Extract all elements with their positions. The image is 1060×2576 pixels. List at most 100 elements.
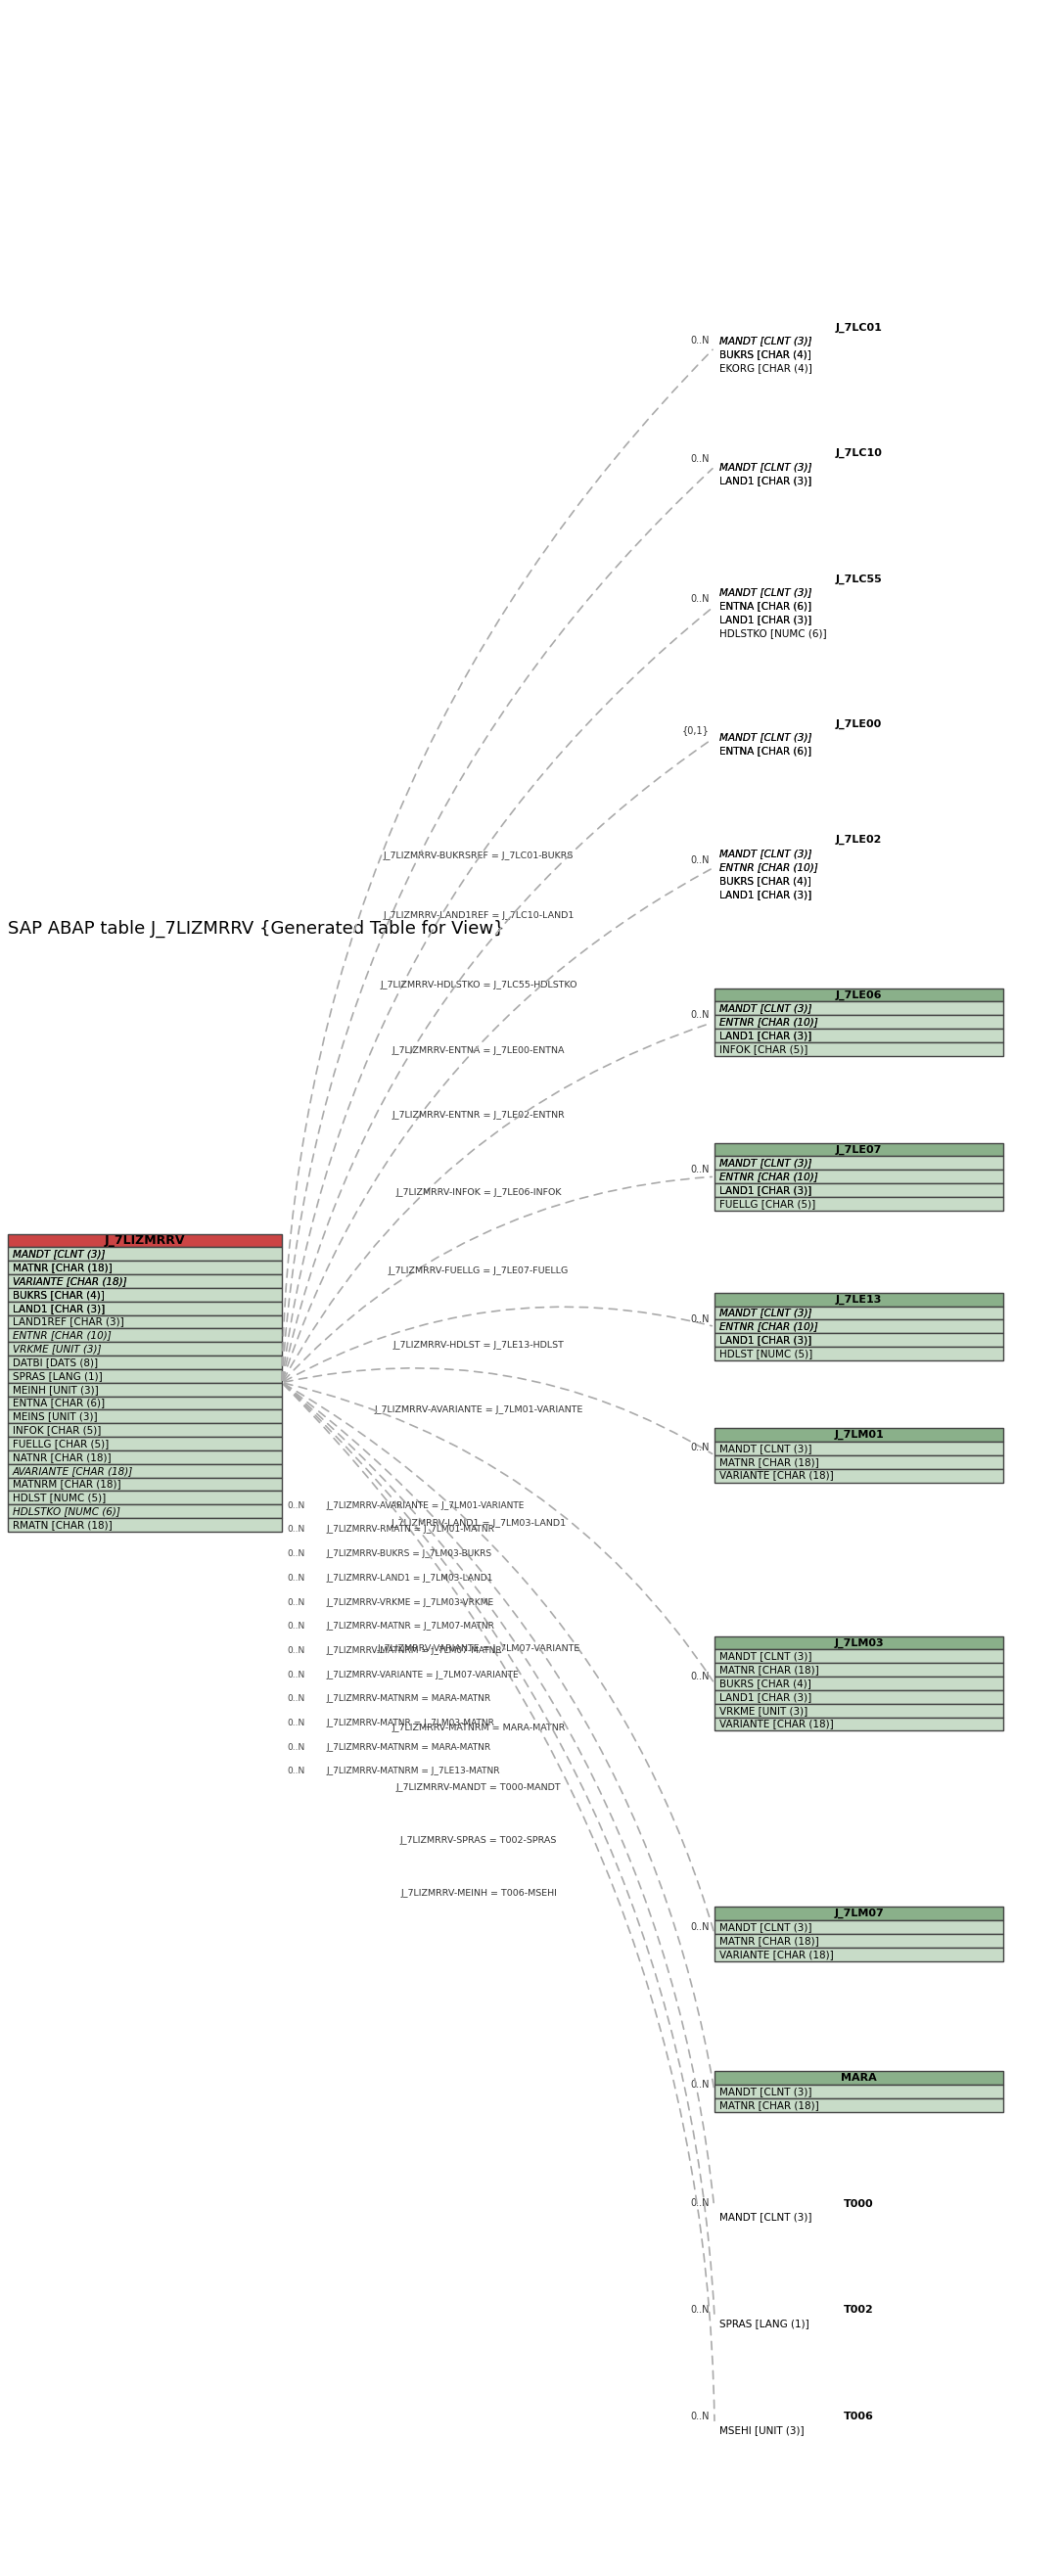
FancyBboxPatch shape xyxy=(714,474,1003,487)
Text: J_7LE02: J_7LE02 xyxy=(835,835,882,845)
FancyBboxPatch shape xyxy=(714,2424,1003,2437)
Text: MANDT [CLNT (3)]: MANDT [CLNT (3)] xyxy=(720,1309,812,1319)
Text: 0..N: 0..N xyxy=(690,2411,709,2421)
FancyBboxPatch shape xyxy=(714,1157,1003,1170)
FancyBboxPatch shape xyxy=(714,361,1003,374)
Text: HDLST [NUMC (5)]: HDLST [NUMC (5)] xyxy=(720,1350,813,1358)
Text: MATNR [CHAR (18)]: MATNR [CHAR (18)] xyxy=(720,2099,819,2110)
FancyBboxPatch shape xyxy=(714,1144,1003,1157)
FancyBboxPatch shape xyxy=(714,1306,1003,1319)
FancyBboxPatch shape xyxy=(714,1198,1003,1211)
Text: J_7LC55: J_7LC55 xyxy=(835,574,882,585)
Text: FUELLG [CHAR (5)]: FUELLG [CHAR (5)] xyxy=(13,1440,109,1448)
Text: LAND1 [CHAR (3)]: LAND1 [CHAR (3)] xyxy=(720,889,812,899)
FancyBboxPatch shape xyxy=(7,1275,282,1288)
FancyBboxPatch shape xyxy=(7,1504,282,1517)
Text: LAND1 [CHAR (3)]: LAND1 [CHAR (3)] xyxy=(720,1185,812,1195)
Text: MSEHI [UNIT (3)]: MSEHI [UNIT (3)] xyxy=(720,2424,805,2434)
Text: FUELLG [CHAR (5)]: FUELLG [CHAR (5)] xyxy=(720,1198,815,1208)
Text: HDLSTKO [NUMC (6)]: HDLSTKO [NUMC (6)] xyxy=(720,629,827,639)
Text: J_7LIZMRRV-ENTNA = J_7LE00-ENTNA: J_7LIZMRRV-ENTNA = J_7LE00-ENTNA xyxy=(392,1046,565,1056)
Text: MANDT [CLNT (3)]: MANDT [CLNT (3)] xyxy=(720,848,812,858)
FancyBboxPatch shape xyxy=(7,1425,282,1437)
FancyBboxPatch shape xyxy=(714,1935,1003,1947)
Text: 0..N: 0..N xyxy=(287,1767,304,1775)
Text: J_7LE06: J_7LE06 xyxy=(835,989,882,999)
Text: ENTNR [CHAR (10)]: ENTNR [CHAR (10)] xyxy=(720,1321,818,1332)
Text: MANDT [CLNT (3)]: MANDT [CLNT (3)] xyxy=(720,1159,812,1167)
FancyBboxPatch shape xyxy=(714,1664,1003,1677)
Text: J_7LIZMRRV-INFOK = J_7LE06-INFOK: J_7LIZMRRV-INFOK = J_7LE06-INFOK xyxy=(395,1188,562,1198)
Text: J_7LIZMRRV-HDLST = J_7LE13-HDLST: J_7LIZMRRV-HDLST = J_7LE13-HDLST xyxy=(393,1342,564,1350)
Text: ENTNR [CHAR (10)]: ENTNR [CHAR (10)] xyxy=(720,1018,818,1028)
Text: J_7LE07: J_7LE07 xyxy=(835,1144,882,1154)
Text: HDLSTKO [NUMC (6)]: HDLSTKO [NUMC (6)] xyxy=(13,1507,120,1517)
Text: J_7LIZMRRV-AVARIANTE = J_7LM01-VARIANTE: J_7LIZMRRV-AVARIANTE = J_7LM01-VARIANTE xyxy=(374,1406,583,1414)
FancyBboxPatch shape xyxy=(714,2411,1003,2424)
Text: 0..N: 0..N xyxy=(287,1744,304,1752)
FancyBboxPatch shape xyxy=(714,744,1003,757)
Text: 0..N: 0..N xyxy=(690,1922,709,1932)
Text: LAND1 [CHAR (3)]: LAND1 [CHAR (3)] xyxy=(720,616,812,623)
Text: J_7LIZMRRV-BUKRSREF = J_7LC01-BUKRS: J_7LIZMRRV-BUKRSREF = J_7LC01-BUKRS xyxy=(384,853,573,860)
Text: VARIANTE [CHAR (18)]: VARIANTE [CHAR (18)] xyxy=(720,1950,833,1960)
Text: ENTNA [CHAR (6)]: ENTNA [CHAR (6)] xyxy=(13,1399,105,1409)
Text: 0..N: 0..N xyxy=(690,2306,709,2316)
FancyBboxPatch shape xyxy=(7,1396,282,1409)
FancyBboxPatch shape xyxy=(714,1636,1003,1649)
Text: AVARIANTE [CHAR (18)]: AVARIANTE [CHAR (18)] xyxy=(13,1466,134,1476)
FancyBboxPatch shape xyxy=(7,1409,282,1425)
Text: MANDT [CLNT (3)]: MANDT [CLNT (3)] xyxy=(720,2087,812,2097)
FancyBboxPatch shape xyxy=(714,461,1003,474)
Text: LAND1 [CHAR (3)]: LAND1 [CHAR (3)] xyxy=(720,477,812,484)
Text: MEINH [UNIT (3)]: MEINH [UNIT (3)] xyxy=(13,1383,99,1394)
FancyBboxPatch shape xyxy=(714,848,1003,860)
Text: SAP ABAP table J_7LIZMRRV {Generated Table for View}: SAP ABAP table J_7LIZMRRV {Generated Tab… xyxy=(7,920,505,938)
Text: MANDT [CLNT (3)]: MANDT [CLNT (3)] xyxy=(720,1651,812,1662)
Text: LAND1 [CHAR (3)]: LAND1 [CHAR (3)] xyxy=(720,1334,812,1345)
Text: LAND1 [CHAR (3)]: LAND1 [CHAR (3)] xyxy=(720,1030,812,1041)
Text: MATNR [CHAR (18)]: MATNR [CHAR (18)] xyxy=(720,1458,819,1466)
FancyBboxPatch shape xyxy=(7,1517,282,1533)
Text: MATNRM [CHAR (18)]: MATNRM [CHAR (18)] xyxy=(13,1479,121,1489)
Text: J_7LIZMRRV-MATNRM = MARA-MATNR: J_7LIZMRRV-MATNRM = MARA-MATNR xyxy=(325,1744,491,1752)
FancyBboxPatch shape xyxy=(714,1170,1003,1182)
FancyBboxPatch shape xyxy=(714,2084,1003,2099)
Text: ENTNR [CHAR (10)]: ENTNR [CHAR (10)] xyxy=(720,863,818,873)
FancyBboxPatch shape xyxy=(714,1677,1003,1690)
Text: 0..N: 0..N xyxy=(690,1314,709,1324)
FancyBboxPatch shape xyxy=(714,1718,1003,1731)
Text: 0..N: 0..N xyxy=(287,1597,304,1607)
FancyBboxPatch shape xyxy=(7,1383,282,1396)
Text: J_7LIZMRRV-MEINH = T006-MSEHI: J_7LIZMRRV-MEINH = T006-MSEHI xyxy=(401,1888,556,1899)
FancyBboxPatch shape xyxy=(714,1922,1003,1935)
FancyBboxPatch shape xyxy=(714,1427,1003,1443)
Text: J_7LC01: J_7LC01 xyxy=(835,322,882,332)
FancyBboxPatch shape xyxy=(714,832,1003,848)
Text: MARA: MARA xyxy=(841,2074,877,2084)
Text: 0..N: 0..N xyxy=(287,1695,304,1703)
FancyBboxPatch shape xyxy=(714,1319,1003,1334)
FancyBboxPatch shape xyxy=(714,889,1003,902)
Text: J_7LM01: J_7LM01 xyxy=(834,1430,884,1440)
FancyBboxPatch shape xyxy=(7,1260,282,1275)
Text: 0..N: 0..N xyxy=(690,1443,709,1453)
Text: J_7LIZMRRV-AVARIANTE = J_7LM01-VARIANTE: J_7LIZMRRV-AVARIANTE = J_7LM01-VARIANTE xyxy=(325,1502,524,1510)
Text: J_7LE00: J_7LE00 xyxy=(835,719,882,729)
Text: MANDT [CLNT (3)]: MANDT [CLNT (3)] xyxy=(720,1443,812,1453)
Text: ENTNR [CHAR (10)]: ENTNR [CHAR (10)] xyxy=(720,1172,818,1182)
FancyBboxPatch shape xyxy=(7,1479,282,1492)
FancyBboxPatch shape xyxy=(714,873,1003,889)
Text: MATNR [CHAR (18)]: MATNR [CHAR (18)] xyxy=(720,1935,819,1945)
Text: VARIANTE [CHAR (18)]: VARIANTE [CHAR (18)] xyxy=(720,1718,833,1728)
FancyBboxPatch shape xyxy=(7,1301,282,1314)
Text: LAND1 [CHAR (3)]: LAND1 [CHAR (3)] xyxy=(720,616,812,623)
Text: J_7LIZMRRV-MANDT = T000-MANDT: J_7LIZMRRV-MANDT = T000-MANDT xyxy=(396,1783,561,1793)
FancyBboxPatch shape xyxy=(714,585,1003,600)
FancyBboxPatch shape xyxy=(7,1329,282,1342)
Text: LAND1 [CHAR (3)]: LAND1 [CHAR (3)] xyxy=(720,889,812,899)
Text: ENTNR [CHAR (10)]: ENTNR [CHAR (10)] xyxy=(720,1172,818,1182)
Text: VRKME [UNIT (3)]: VRKME [UNIT (3)] xyxy=(720,1705,808,1716)
Text: ENTNA [CHAR (6)]: ENTNA [CHAR (6)] xyxy=(720,600,812,611)
Text: J_7LIZMRRV-LAND1 = J_7LM03-LAND1: J_7LIZMRRV-LAND1 = J_7LM03-LAND1 xyxy=(391,1520,566,1528)
